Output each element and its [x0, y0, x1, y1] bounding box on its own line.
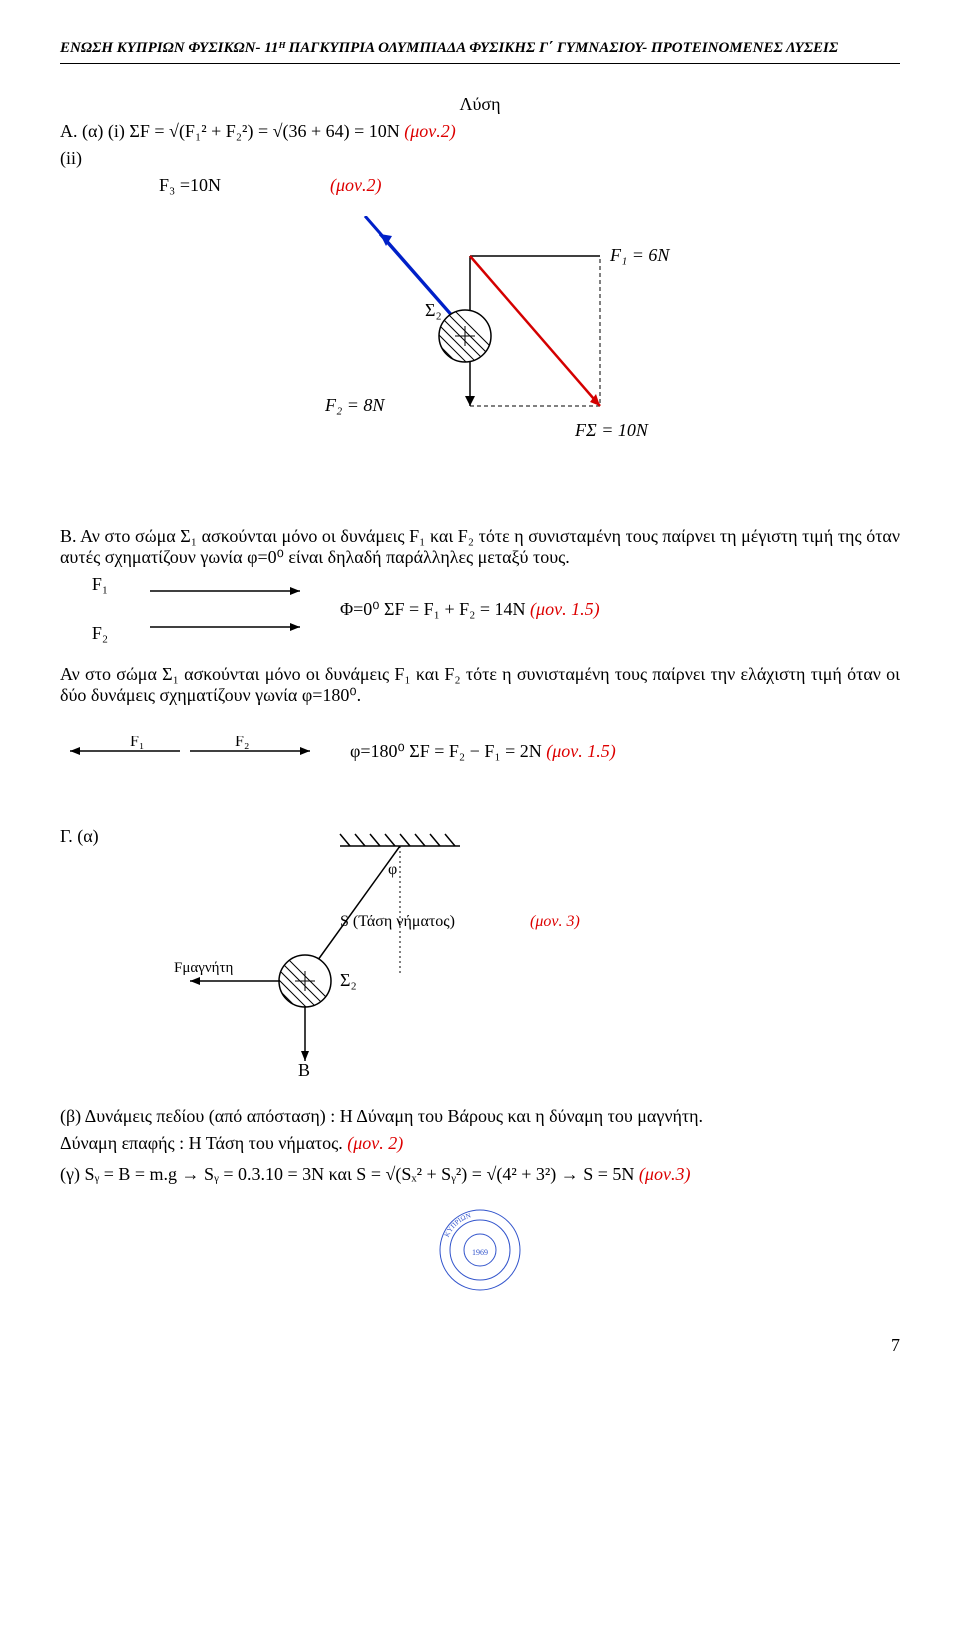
B-paragraph-2: Αν στο σώμα Σ₁ ασκούνται μόνο οι δυνάμει…	[60, 664, 900, 706]
phi0-eq: Φ=0⁰ ΣF = F₁ + F₂ = 14N	[340, 599, 526, 619]
F3-label: F₃ =10N	[60, 175, 320, 196]
A-prefix: Α. (α) (i)	[60, 121, 129, 141]
phi180-mov: (μον. 1.5)	[546, 741, 616, 761]
string	[310, 846, 400, 971]
page-number: 7	[60, 1335, 900, 1356]
mov3-label: (μον. 3)	[530, 913, 580, 930]
s-tension-label: S (Τάση νήματος)	[340, 913, 455, 930]
beta-para: (β) Δυνάμεις πεδίου (από απόσταση) : Η Δ…	[60, 1106, 900, 1127]
contact-force: Δύναμη επαφής : Η Τάση του νήματος.	[60, 1133, 343, 1153]
svg-text:1969: 1969	[472, 1248, 488, 1257]
sigma2b-label: Σ₂	[340, 970, 357, 990]
mov2b: (μον. 2)	[347, 1133, 403, 1153]
f1-eq-label: F₁ = 6N	[609, 245, 670, 265]
f2-label-par: F₂	[60, 623, 140, 644]
antiparallel-diagram: F₁ F₂ φ=180⁰ ΣF = F₂ − F₁ = 2N (μον. 1.5…	[60, 736, 900, 766]
F3-row: F₃ =10N (μον.2)	[60, 175, 900, 196]
f2-eq-label: F₂ = 8N	[324, 395, 385, 415]
gamma-line: (γ) Sᵧ = B = m.g → Sᵧ = 0.3.10 = 3N και …	[60, 1164, 900, 1185]
sigma2-label: Σ₂	[425, 300, 442, 320]
gamma-eq: (γ) Sᵧ = B = m.g → Sᵧ = 0.3.10 = 3N και …	[60, 1164, 639, 1184]
phi0-mov: (μον. 1.5)	[530, 599, 600, 619]
seal: 1969 ΚΥΠΡΙΩΝ	[60, 1205, 900, 1295]
pendulum-diagram: φ S (Τάση νήματος) (μον. 3) Fμαγνήτη Σ₂ …	[170, 826, 670, 1076]
f2-arrow	[465, 396, 475, 406]
A-mov: (μον.2)	[404, 121, 456, 141]
f1-label-par: F₁	[60, 574, 140, 595]
phi-label: φ	[388, 861, 397, 878]
fs-eq-label: FΣ = 10N	[574, 420, 649, 440]
fmagnet-label: Fμαγνήτη	[174, 960, 234, 976]
parallel-arrows	[140, 579, 320, 639]
parallel-diagram: F₁ F₂ Φ=0⁰ ΣF = F₁ + F₂ = 14N (μον. 1.5)	[60, 574, 900, 644]
svg-text:ΚΥΠΡΙΩΝ: ΚΥΠΡΙΩΝ	[443, 1211, 472, 1238]
A-formula: ΣF = √(F₁² + F₂²) = √(36 + 64) = 10N	[129, 121, 399, 141]
solution-label: Λύση	[60, 94, 900, 115]
G-section: Γ. (α) φ S (Τάση νήματος) (μον. 3)	[60, 826, 900, 1076]
G-label: Γ. (α)	[60, 826, 160, 847]
diagram-forces: Σ₂ F₁ = 6N F₂ = 8N FΣ = 10N	[60, 216, 900, 476]
mov3b: (μον.3)	[639, 1164, 691, 1184]
B-paragraph: Β. Αν στο σώμα Σ₁ ασκούνται μόνο οι δυνά…	[60, 526, 900, 568]
antipar-arrows: F₁ F₂	[60, 736, 320, 766]
svg-text:F₂: F₂	[235, 736, 249, 750]
page-header: ΕΝΩΣΗ ΚΥΠΡΙΩΝ ΦΥΣΙΚΩΝ- 11ᴴ ΠΑΓΚΥΠΡΙΑ ΟΛΥ…	[60, 40, 900, 64]
contact-force-line: Δύναμη επαφής : Η Τάση του νήματος. (μον…	[60, 1133, 900, 1154]
svg-text:F₁: F₁	[130, 736, 144, 750]
F3-mov: (μον.2)	[330, 175, 900, 196]
weight-label: Β	[298, 1060, 310, 1076]
A-line: Α. (α) (i) ΣF = √(F₁² + F₂²) = √(36 + 64…	[60, 121, 900, 142]
phi180-eq: φ=180⁰ ΣF = F₂ − F₁ = 2N	[350, 741, 542, 761]
ii-label: (ii)	[60, 148, 900, 169]
